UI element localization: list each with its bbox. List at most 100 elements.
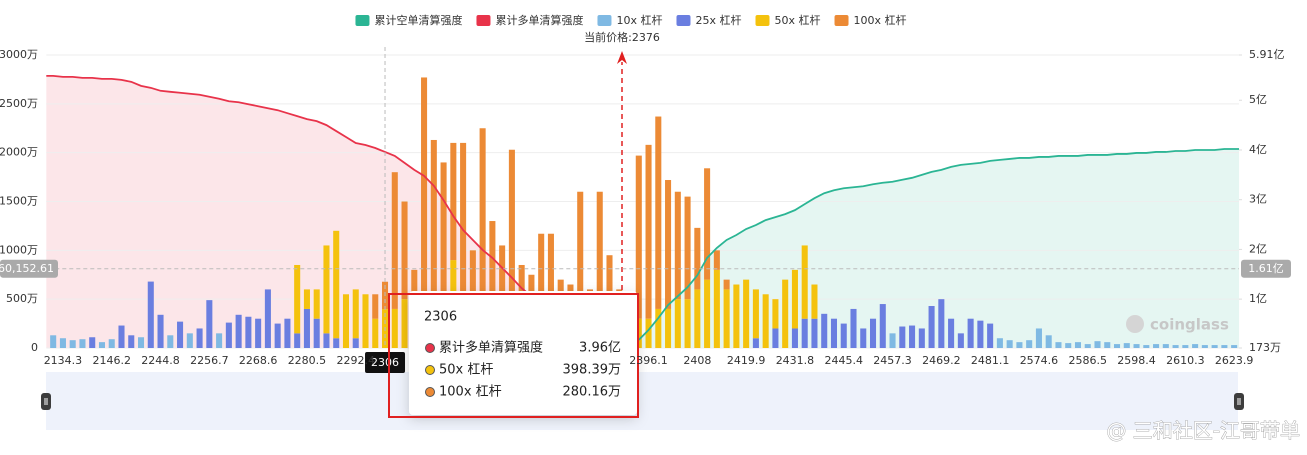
y-tick-label: 3000万 bbox=[0, 48, 38, 61]
bar bbox=[303, 308, 310, 348]
bar bbox=[811, 318, 818, 348]
bar bbox=[274, 323, 281, 348]
crosshair-label: 1.61亿 bbox=[1248, 262, 1284, 275]
bar bbox=[655, 116, 662, 309]
bar bbox=[752, 338, 759, 348]
bar bbox=[186, 333, 193, 348]
bar bbox=[79, 339, 86, 348]
x-tick-label: 2280.5 bbox=[288, 354, 327, 367]
bar bbox=[1221, 345, 1228, 348]
legend: 累计空单清算强度 累计多单清算强度 10x 杠杆 25x 杠杆 50x 杠杆 100x 杠… bbox=[355, 13, 907, 27]
y-tick-label: 2000万 bbox=[0, 146, 38, 159]
bar bbox=[157, 314, 164, 348]
bar bbox=[137, 337, 145, 348]
tooltip-title: 2306 bbox=[424, 310, 457, 325]
x-tick-label: 2445.4 bbox=[824, 354, 863, 367]
bar bbox=[733, 284, 740, 348]
bar bbox=[352, 289, 359, 339]
tooltip-value: 3.96亿 bbox=[579, 341, 621, 356]
bar bbox=[811, 284, 818, 319]
bar bbox=[177, 321, 184, 348]
y-tick-label: 1000万 bbox=[0, 243, 38, 256]
bar bbox=[167, 335, 174, 348]
y2-tick-label: 173万 bbox=[1249, 341, 1281, 354]
bar bbox=[791, 269, 798, 329]
tooltip-name: 100x 杠杆 bbox=[439, 384, 502, 400]
crosshair-label-box bbox=[1241, 259, 1291, 278]
y-tick-label: 500万 bbox=[6, 292, 38, 305]
bar bbox=[128, 335, 135, 348]
bar bbox=[821, 313, 828, 348]
x-tick-label: 2481.1 bbox=[971, 354, 1010, 367]
bar bbox=[1143, 345, 1150, 348]
bar bbox=[791, 328, 798, 348]
bar bbox=[333, 338, 340, 348]
bar bbox=[948, 318, 955, 348]
bar bbox=[69, 340, 76, 348]
bar bbox=[665, 180, 672, 309]
x-tick-label: 2396.1 bbox=[629, 354, 668, 367]
y-tick-label: 0 bbox=[31, 341, 38, 354]
bar bbox=[987, 323, 994, 348]
tooltip: 2306 累计多单清算强度 3.96亿 50x 杠杆 398.39万 100x 杠杆 280… bbox=[409, 291, 637, 415]
x-tick-label: 2457.3 bbox=[873, 354, 912, 367]
bar bbox=[342, 294, 350, 348]
bar bbox=[294, 333, 301, 348]
bar bbox=[801, 318, 808, 348]
bar bbox=[401, 201, 408, 300]
tooltip-dot bbox=[425, 343, 435, 353]
bar bbox=[772, 299, 779, 329]
tooltip-name: 50x 杠杆 bbox=[439, 362, 493, 378]
bar bbox=[577, 191, 584, 339]
bar bbox=[313, 289, 320, 319]
bar bbox=[655, 308, 662, 348]
tooltip-dot bbox=[425, 365, 435, 375]
y2-tick-label: 1亿 bbox=[1249, 292, 1267, 305]
y2-tick-label: 5亿 bbox=[1249, 93, 1267, 106]
bar bbox=[723, 289, 730, 348]
slider-handle[interactable] bbox=[1234, 393, 1244, 410]
legend-label: 10x 杠杆 bbox=[616, 13, 662, 27]
bar bbox=[772, 328, 779, 348]
x-tick-label: 2244.8 bbox=[141, 354, 180, 367]
bar bbox=[1074, 342, 1082, 348]
bar bbox=[957, 333, 964, 348]
bar bbox=[684, 299, 691, 348]
legend-swatch bbox=[597, 15, 612, 26]
legend-label: 50x 杠杆 bbox=[775, 13, 821, 27]
slider-handle[interactable] bbox=[41, 393, 51, 410]
zoom-slider[interactable] bbox=[46, 372, 1238, 430]
bar bbox=[889, 333, 896, 348]
legend-swatch bbox=[476, 15, 491, 26]
axis-pointer-box bbox=[365, 352, 406, 373]
bar bbox=[255, 318, 262, 348]
bar bbox=[879, 304, 886, 348]
x-tick-label: 2146.2 bbox=[92, 354, 131, 367]
bar bbox=[1055, 342, 1062, 348]
bar bbox=[440, 162, 447, 309]
x-tick-label: 2623.9 bbox=[1215, 354, 1254, 367]
bar bbox=[508, 149, 515, 329]
bar bbox=[1094, 341, 1101, 348]
bar bbox=[499, 245, 506, 329]
bar bbox=[147, 281, 154, 348]
bar bbox=[645, 318, 652, 348]
bar bbox=[1104, 342, 1111, 348]
bar bbox=[1201, 345, 1208, 348]
bar bbox=[782, 279, 789, 348]
bar bbox=[196, 328, 203, 348]
area-layer bbox=[46, 75, 1240, 348]
bar bbox=[1211, 345, 1218, 348]
bar bbox=[713, 250, 720, 270]
bar bbox=[704, 279, 711, 348]
tooltip-value: 398.39万 bbox=[563, 363, 622, 378]
bar bbox=[996, 338, 1003, 348]
bar bbox=[118, 325, 125, 348]
bar bbox=[391, 308, 398, 348]
watermark-icon bbox=[1126, 315, 1144, 333]
bar bbox=[362, 294, 369, 348]
legend-label: 累计多单清算强度 bbox=[495, 13, 583, 27]
bar bbox=[538, 233, 545, 329]
y2-tick-label: 5.91亿 bbox=[1249, 48, 1285, 61]
bar bbox=[1065, 343, 1072, 348]
